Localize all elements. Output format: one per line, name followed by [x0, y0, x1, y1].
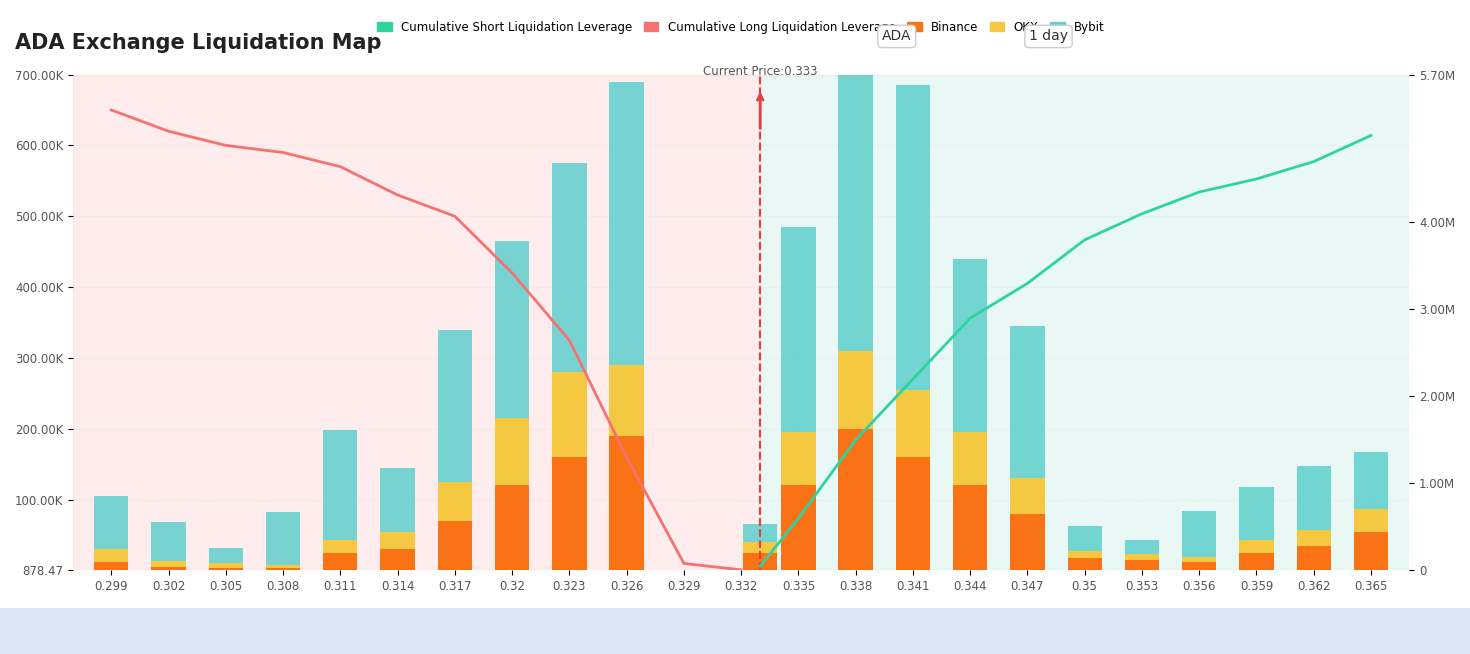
Bar [953, 259, 988, 432]
Bar [953, 432, 988, 485]
Bar [209, 548, 243, 563]
Bar [438, 521, 472, 570]
Bar [742, 542, 778, 553]
Bar [1239, 487, 1273, 540]
Bar [895, 457, 931, 570]
Text: ADA: ADA [882, 29, 911, 43]
Bar [381, 532, 415, 549]
Bar [209, 563, 243, 568]
Bar [742, 525, 778, 542]
Bar [1182, 557, 1216, 562]
Bar [438, 330, 472, 482]
Bar [838, 351, 873, 429]
Bar [323, 540, 357, 553]
Bar [495, 241, 529, 418]
Bar [1182, 511, 1216, 557]
Bar [151, 567, 185, 570]
Bar [1125, 540, 1160, 554]
Bar [610, 436, 644, 570]
Bar [1297, 466, 1330, 530]
Bar [1297, 530, 1330, 545]
Bar [495, 418, 529, 485]
Bar [1354, 532, 1388, 570]
Bar [1125, 560, 1160, 570]
Bar [438, 482, 472, 521]
Bar [1010, 326, 1045, 478]
Text: 1 day: 1 day [1029, 29, 1069, 43]
Bar [1067, 526, 1102, 551]
Bar [323, 430, 357, 540]
Bar [1297, 545, 1330, 570]
Bar [1182, 562, 1216, 570]
Bar [1067, 551, 1102, 558]
Bar [838, 429, 873, 570]
Bar [781, 227, 816, 432]
Bar [895, 85, 931, 390]
Bar [953, 485, 988, 570]
Text: ADA Exchange Liquidation Map: ADA Exchange Liquidation Map [15, 33, 381, 53]
Bar [1239, 553, 1273, 570]
Bar [1010, 478, 1045, 514]
Bar [94, 562, 128, 570]
Bar [553, 372, 587, 457]
Text: Current Price:0.333: Current Price:0.333 [703, 65, 817, 78]
Bar [381, 468, 415, 532]
Bar [838, 0, 873, 351]
Bar [895, 390, 931, 457]
Bar [1354, 509, 1388, 532]
Bar [495, 485, 529, 570]
Bar [94, 496, 128, 549]
Bar [610, 365, 644, 436]
Bar [266, 565, 300, 568]
Bar [1125, 554, 1160, 560]
Bar [760, 75, 1410, 570]
Bar [266, 511, 300, 565]
Bar [1067, 558, 1102, 570]
Bar [209, 568, 243, 570]
Bar [1010, 514, 1045, 570]
Bar [74, 75, 760, 570]
Bar [1239, 540, 1273, 553]
Bar [151, 523, 185, 561]
Bar [1354, 452, 1388, 509]
Bar [323, 553, 357, 570]
Bar [553, 457, 587, 570]
Bar [553, 163, 587, 372]
Bar [742, 553, 778, 570]
Bar [266, 568, 300, 570]
Bar [781, 432, 816, 485]
Legend: Cumulative Short Liquidation Leverage, Cumulative Long Liquidation Leverage, Bin: Cumulative Short Liquidation Leverage, C… [373, 16, 1110, 39]
Bar [781, 485, 816, 570]
Bar [94, 549, 128, 562]
Bar [610, 82, 644, 365]
Bar [151, 561, 185, 567]
Bar [381, 549, 415, 570]
